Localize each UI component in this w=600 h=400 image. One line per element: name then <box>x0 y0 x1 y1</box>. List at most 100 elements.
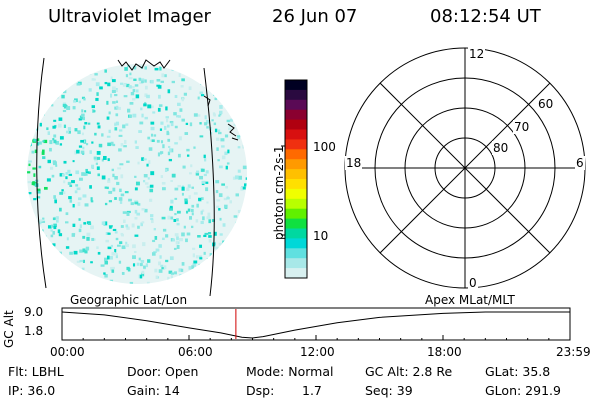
image-pixel <box>122 211 127 214</box>
image-pixel <box>37 138 40 141</box>
image-pixel <box>149 188 154 193</box>
image-pixel <box>156 139 160 143</box>
image-pixel <box>50 75 55 79</box>
image-pixel <box>122 124 126 129</box>
image-pixel <box>144 116 148 120</box>
image-pixel <box>125 74 129 78</box>
image-pixel <box>97 125 101 129</box>
image-pixel <box>111 168 115 172</box>
image-pixel <box>231 268 235 273</box>
image-pixel <box>107 82 111 87</box>
image-pixel <box>119 163 124 166</box>
image-pixel <box>106 255 110 260</box>
image-pixel <box>181 118 185 122</box>
image-pixel <box>33 197 37 201</box>
image-pixel <box>176 218 179 222</box>
colorbar-segment <box>285 149 307 160</box>
image-pixel <box>44 257 47 261</box>
colorbar-segment <box>285 119 307 130</box>
image-pixel <box>144 182 149 185</box>
image-pixel <box>112 266 115 270</box>
image-pixel <box>224 204 228 209</box>
colorbar-segment <box>285 129 307 140</box>
image-pixel <box>62 109 67 113</box>
image-pixel <box>170 199 174 204</box>
image-pixel <box>233 89 237 93</box>
colorbar-segment <box>285 248 307 259</box>
image-pixel <box>65 130 70 134</box>
image-pixel <box>59 207 62 212</box>
colorbar-segment <box>285 268 307 279</box>
image-pixel <box>68 196 72 200</box>
image-pixel <box>214 97 218 101</box>
image-pixel <box>115 121 120 126</box>
mlt-label-0: 0 <box>468 276 478 290</box>
image-pixel <box>168 158 173 162</box>
image-pixel <box>39 122 42 127</box>
image-pixel <box>166 130 169 135</box>
image-pixel <box>222 99 226 103</box>
image-pixel <box>28 160 32 163</box>
image-pixel <box>27 181 32 184</box>
colorbar-segment <box>285 218 307 229</box>
image-pixel <box>226 107 230 111</box>
image-pixel <box>213 122 217 126</box>
image-pixel <box>124 67 128 71</box>
image-pixel <box>205 181 209 184</box>
image-pixel <box>27 108 31 112</box>
image-pixel <box>237 209 241 214</box>
image-pixel <box>59 136 64 140</box>
image-pixel <box>164 74 167 78</box>
image-pixel <box>64 259 68 262</box>
image-pixel <box>112 143 116 147</box>
image-pixel <box>65 79 70 83</box>
image-pixel <box>27 249 32 253</box>
colorbar <box>281 79 308 279</box>
image-pixel <box>136 212 141 216</box>
mode-readout: Mode: Normal <box>246 364 334 379</box>
image-pixel <box>191 265 195 269</box>
image-pixel <box>34 279 38 283</box>
image-pixel <box>176 244 180 249</box>
image-pixel <box>126 210 131 214</box>
image-pixel <box>94 159 98 162</box>
image-pixel <box>139 274 143 279</box>
image-pixel <box>43 139 48 144</box>
image-pixel <box>47 225 52 229</box>
image-pixel <box>46 127 49 131</box>
image-pixel <box>69 262 72 267</box>
image-pixel <box>101 133 104 137</box>
image-pixel <box>199 255 203 259</box>
image-pixel <box>211 119 214 122</box>
image-pixel <box>226 162 230 165</box>
image-pixel <box>86 232 91 237</box>
image-pixel <box>174 94 178 98</box>
image-pixel <box>58 233 63 237</box>
image-pixel <box>114 93 118 97</box>
colorbar-segment <box>285 89 307 101</box>
image-pixel <box>181 185 184 188</box>
image-pixel <box>150 105 154 109</box>
image-pixel <box>53 139 57 144</box>
image-pixel <box>218 165 223 169</box>
image-pixel <box>157 152 161 157</box>
image-pixel <box>51 104 54 107</box>
image-pixel <box>32 181 35 185</box>
image-pixel <box>132 113 137 118</box>
image-pixel <box>179 108 183 112</box>
image-pixel <box>225 165 228 170</box>
image-pixel <box>170 275 173 279</box>
image-pixel <box>115 100 119 104</box>
image-pixel <box>72 203 75 208</box>
image-pixel <box>205 119 210 124</box>
image-pixel <box>91 78 95 81</box>
image-pixel <box>65 246 70 249</box>
image-pixel <box>229 200 233 204</box>
header-date: 26 Jun 07 <box>272 6 358 27</box>
image-pixel <box>225 185 228 189</box>
image-pixel <box>53 223 57 228</box>
image-pixel <box>148 160 151 164</box>
image-pixel <box>165 116 169 119</box>
image-pixel <box>134 217 138 220</box>
altitude-curve <box>61 311 570 339</box>
